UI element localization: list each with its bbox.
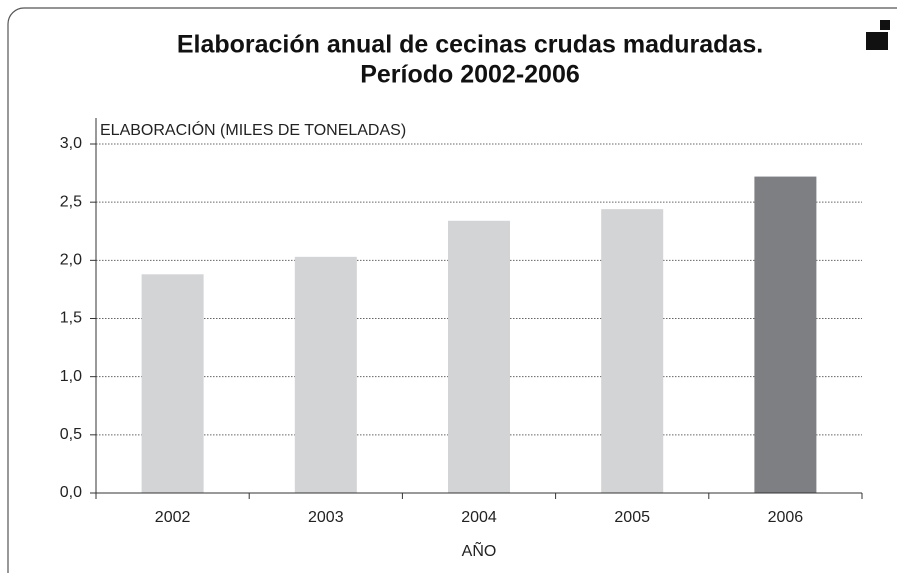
y-tick-label: 2,0: [60, 252, 82, 269]
y-axis-label: ELABORACIÓN (MILES DE TONELADAS): [100, 120, 406, 139]
frame: [7, 7, 897, 573]
y-tick-label: 2,5: [60, 193, 82, 210]
chart-title: Período 2002-2006: [360, 61, 580, 89]
bar: [294, 256, 357, 493]
y-tick-label: 1,5: [60, 310, 82, 327]
bar: [754, 176, 817, 493]
x-tick-label: 2002: [155, 509, 191, 526]
x-tick-label: 2005: [614, 509, 650, 526]
corner-icon: [866, 32, 888, 50]
chart-title: Elaboración anual de cecinas crudas madu…: [177, 31, 763, 59]
x-tick-label: 2003: [308, 509, 344, 526]
bar: [601, 209, 664, 493]
y-tick-label: 0,0: [60, 484, 82, 501]
x-tick-label: 2006: [768, 509, 804, 526]
corner-icon: [880, 20, 890, 30]
x-tick-label: 2004: [461, 509, 497, 526]
y-tick-label: 3,0: [60, 135, 82, 152]
x-axis-label: AÑO: [462, 540, 497, 560]
y-tick-label: 1,0: [60, 368, 82, 385]
bar: [448, 220, 510, 493]
y-tick-label: 0,5: [60, 426, 82, 443]
bar: [141, 274, 204, 493]
